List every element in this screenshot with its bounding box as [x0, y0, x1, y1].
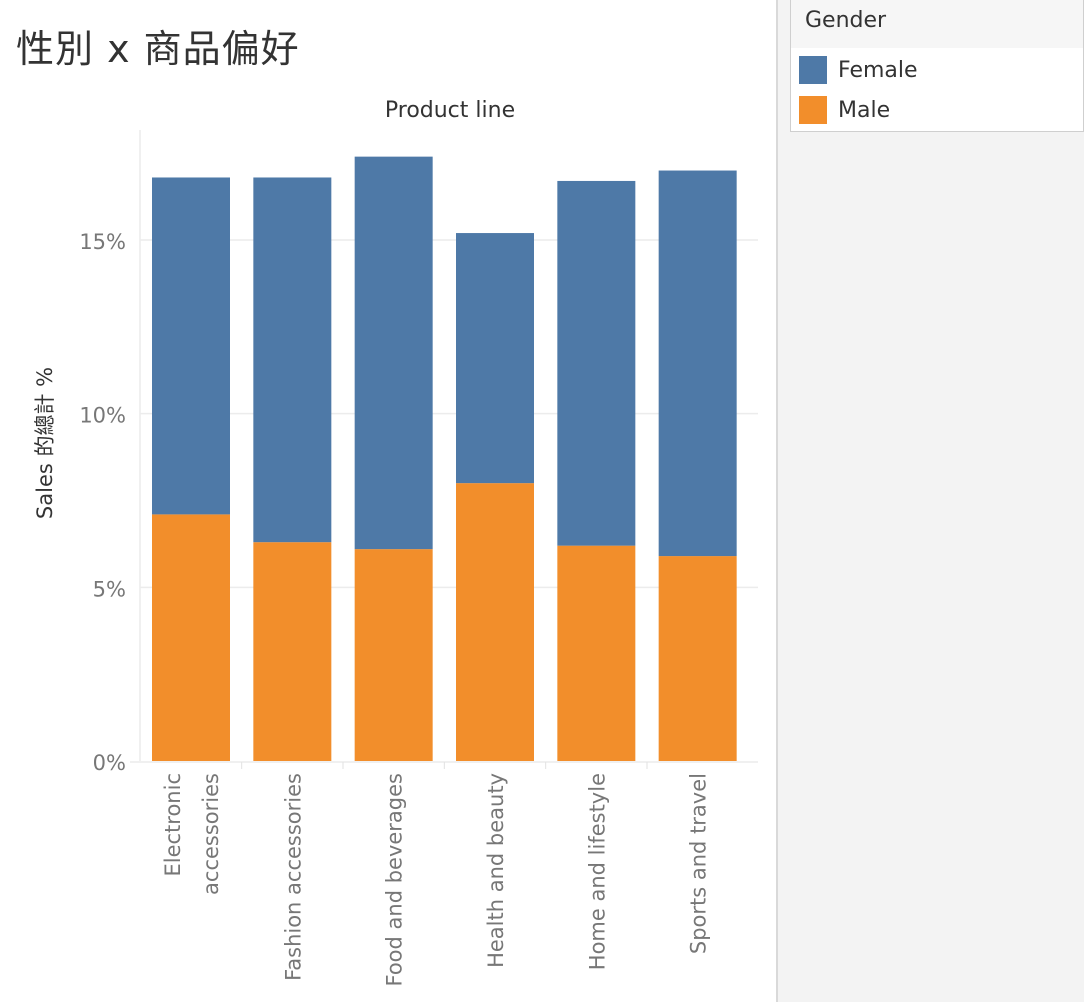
x-tick-label-group: Fashion accessories — [281, 773, 305, 981]
y-axis-label: Sales 的總計 % — [33, 367, 57, 519]
x-tick-label: Home and lifestyle — [585, 773, 609, 970]
legend-swatch-male — [799, 96, 827, 124]
legend-card: Gender Female Male — [790, 0, 1084, 132]
y-axis-ticks: 0% 5% 10% 15% — [79, 230, 126, 775]
legend-item-female[interactable]: Female — [799, 56, 918, 84]
stacked-bar-chart: Product line Sales 的總計 % 0% 5% 10% 15% Elec… — [33, 98, 758, 987]
x-tick-label: Health and beauty — [484, 773, 508, 968]
bar-female-health-and-beauty[interactable] — [456, 233, 534, 484]
x-tick-label: Fashion accessories — [281, 773, 305, 981]
x-tick-label-group: Sports and travel — [687, 773, 711, 954]
x-tick-label-group: Health and beauty — [484, 773, 508, 968]
x-tick-label: accessories — [199, 773, 223, 895]
bar-female-sports-and-travel[interactable] — [658, 170, 737, 557]
bar-male-sports-and-travel[interactable] — [658, 556, 737, 761]
chart-title: Product line — [385, 98, 515, 123]
pane-divider[interactable] — [776, 0, 778, 1002]
y-tick-label: 0% — [93, 751, 126, 775]
bars — [152, 156, 737, 761]
bar-female-home-and-lifestyle[interactable] — [557, 180, 636, 546]
bar-male-home-and-lifestyle[interactable] — [557, 545, 636, 761]
x-axis-labels: Electronic accessories Fashion accessories… — [161, 762, 711, 987]
y-tick-label: 15% — [79, 230, 126, 254]
gridlines — [130, 130, 758, 763]
bar-male-electronic-accessories[interactable] — [152, 514, 230, 761]
bar-female-fashion-accessories[interactable] — [253, 177, 332, 543]
x-tick-label-group: Electronic accessories — [161, 773, 223, 895]
x-tick-label-group: Food and beverages — [383, 773, 407, 987]
legend-title: Gender — [805, 8, 887, 33]
x-tick-label: Sports and travel — [687, 773, 711, 954]
legend-label-female: Female — [838, 57, 918, 83]
bar-female-electronic-accessories[interactable] — [152, 177, 230, 515]
y-tick-label: 10% — [79, 404, 126, 428]
legend-item-male[interactable]: Male — [799, 96, 890, 124]
bar-male-health-and-beauty[interactable] — [456, 483, 534, 761]
sheet-title: 性別 x 商品偏好 — [16, 27, 300, 71]
bar-female-food-and-beverages[interactable] — [354, 156, 433, 550]
legend-label-male: Male — [838, 97, 891, 123]
x-tick-label-group: Home and lifestyle — [585, 773, 609, 970]
y-tick-label: 5% — [93, 577, 126, 601]
legend-swatch-female — [799, 56, 827, 84]
x-tick-label: Electronic — [161, 773, 185, 877]
chart-pane: 性別 x 商品偏好 Product line Sales 的總計 % 0% 5% 1… — [16, 27, 758, 987]
bar-male-fashion-accessories[interactable] — [253, 542, 332, 761]
x-tick-label: Food and beverages — [383, 773, 407, 987]
legend-header — [791, 0, 1083, 48]
bar-male-food-and-beverages[interactable] — [354, 549, 433, 761]
side-panel — [778, 0, 1084, 1002]
